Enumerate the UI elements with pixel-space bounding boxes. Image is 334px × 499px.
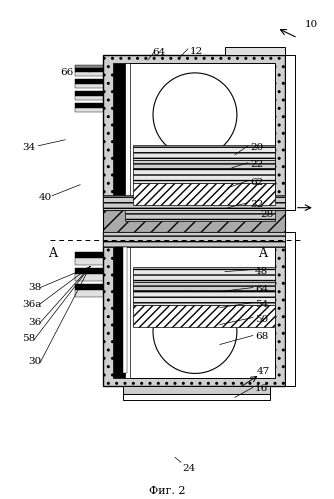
- Bar: [133, 168, 275, 183]
- Text: Фиг. 2: Фиг. 2: [149, 486, 185, 497]
- Text: 24: 24: [182, 464, 195, 473]
- Bar: [133, 281, 275, 289]
- Bar: [75, 251, 103, 257]
- Text: 64: 64: [255, 284, 268, 293]
- Bar: [125, 232, 130, 378]
- Text: 32: 32: [250, 200, 263, 209]
- Bar: [133, 183, 275, 205]
- Bar: [75, 96, 103, 100]
- Text: A: A: [258, 247, 267, 259]
- Bar: [113, 63, 125, 210]
- Bar: [103, 55, 285, 210]
- Bar: [125, 232, 275, 378]
- Bar: [75, 91, 103, 96]
- Text: 34: 34: [22, 143, 35, 152]
- Bar: [75, 273, 103, 280]
- Text: 30: 30: [28, 357, 41, 366]
- Text: 48: 48: [255, 266, 268, 275]
- Text: 10: 10: [305, 20, 318, 29]
- Bar: [125, 210, 275, 221]
- Bar: [133, 266, 275, 281]
- Text: 28: 28: [260, 210, 273, 219]
- Bar: [75, 79, 103, 84]
- Bar: [75, 283, 103, 289]
- Text: 64: 64: [152, 48, 165, 57]
- Bar: [75, 84, 103, 88]
- Circle shape: [153, 73, 237, 157]
- Bar: [75, 108, 103, 112]
- Bar: [133, 160, 275, 168]
- Bar: [285, 232, 295, 386]
- Bar: [75, 267, 103, 273]
- Bar: [75, 103, 103, 108]
- Text: 54: 54: [255, 299, 268, 308]
- Text: 16: 16: [255, 384, 268, 393]
- Text: 22: 22: [250, 160, 263, 169]
- Bar: [75, 67, 103, 72]
- Text: 68: 68: [255, 332, 268, 341]
- Bar: [133, 289, 275, 304]
- Bar: [133, 145, 275, 160]
- Bar: [75, 72, 103, 76]
- Bar: [123, 386, 270, 394]
- Bar: [103, 232, 285, 386]
- Bar: [133, 304, 275, 326]
- Text: 38: 38: [28, 282, 41, 291]
- Text: 36: 36: [28, 317, 41, 326]
- Bar: [103, 210, 285, 232]
- Bar: [103, 195, 285, 210]
- Bar: [225, 47, 285, 55]
- Bar: [125, 63, 275, 210]
- Bar: [123, 247, 127, 373]
- Bar: [75, 257, 103, 264]
- Bar: [103, 232, 285, 247]
- Text: A: A: [48, 247, 57, 259]
- Text: 20: 20: [250, 143, 263, 152]
- Circle shape: [153, 289, 237, 373]
- Text: 12: 12: [190, 47, 203, 56]
- Bar: [75, 65, 103, 68]
- Bar: [75, 289, 103, 296]
- Text: 36а: 36а: [22, 299, 42, 308]
- Text: 40: 40: [38, 193, 51, 202]
- Bar: [123, 394, 270, 400]
- Bar: [115, 247, 123, 373]
- Text: 66: 66: [60, 68, 73, 77]
- Bar: [113, 232, 125, 378]
- Bar: [125, 63, 130, 210]
- Text: 50: 50: [255, 314, 268, 323]
- Bar: [285, 55, 295, 210]
- Text: 62: 62: [250, 178, 263, 187]
- Text: 47: 47: [257, 367, 270, 376]
- Text: 58: 58: [22, 334, 35, 343]
